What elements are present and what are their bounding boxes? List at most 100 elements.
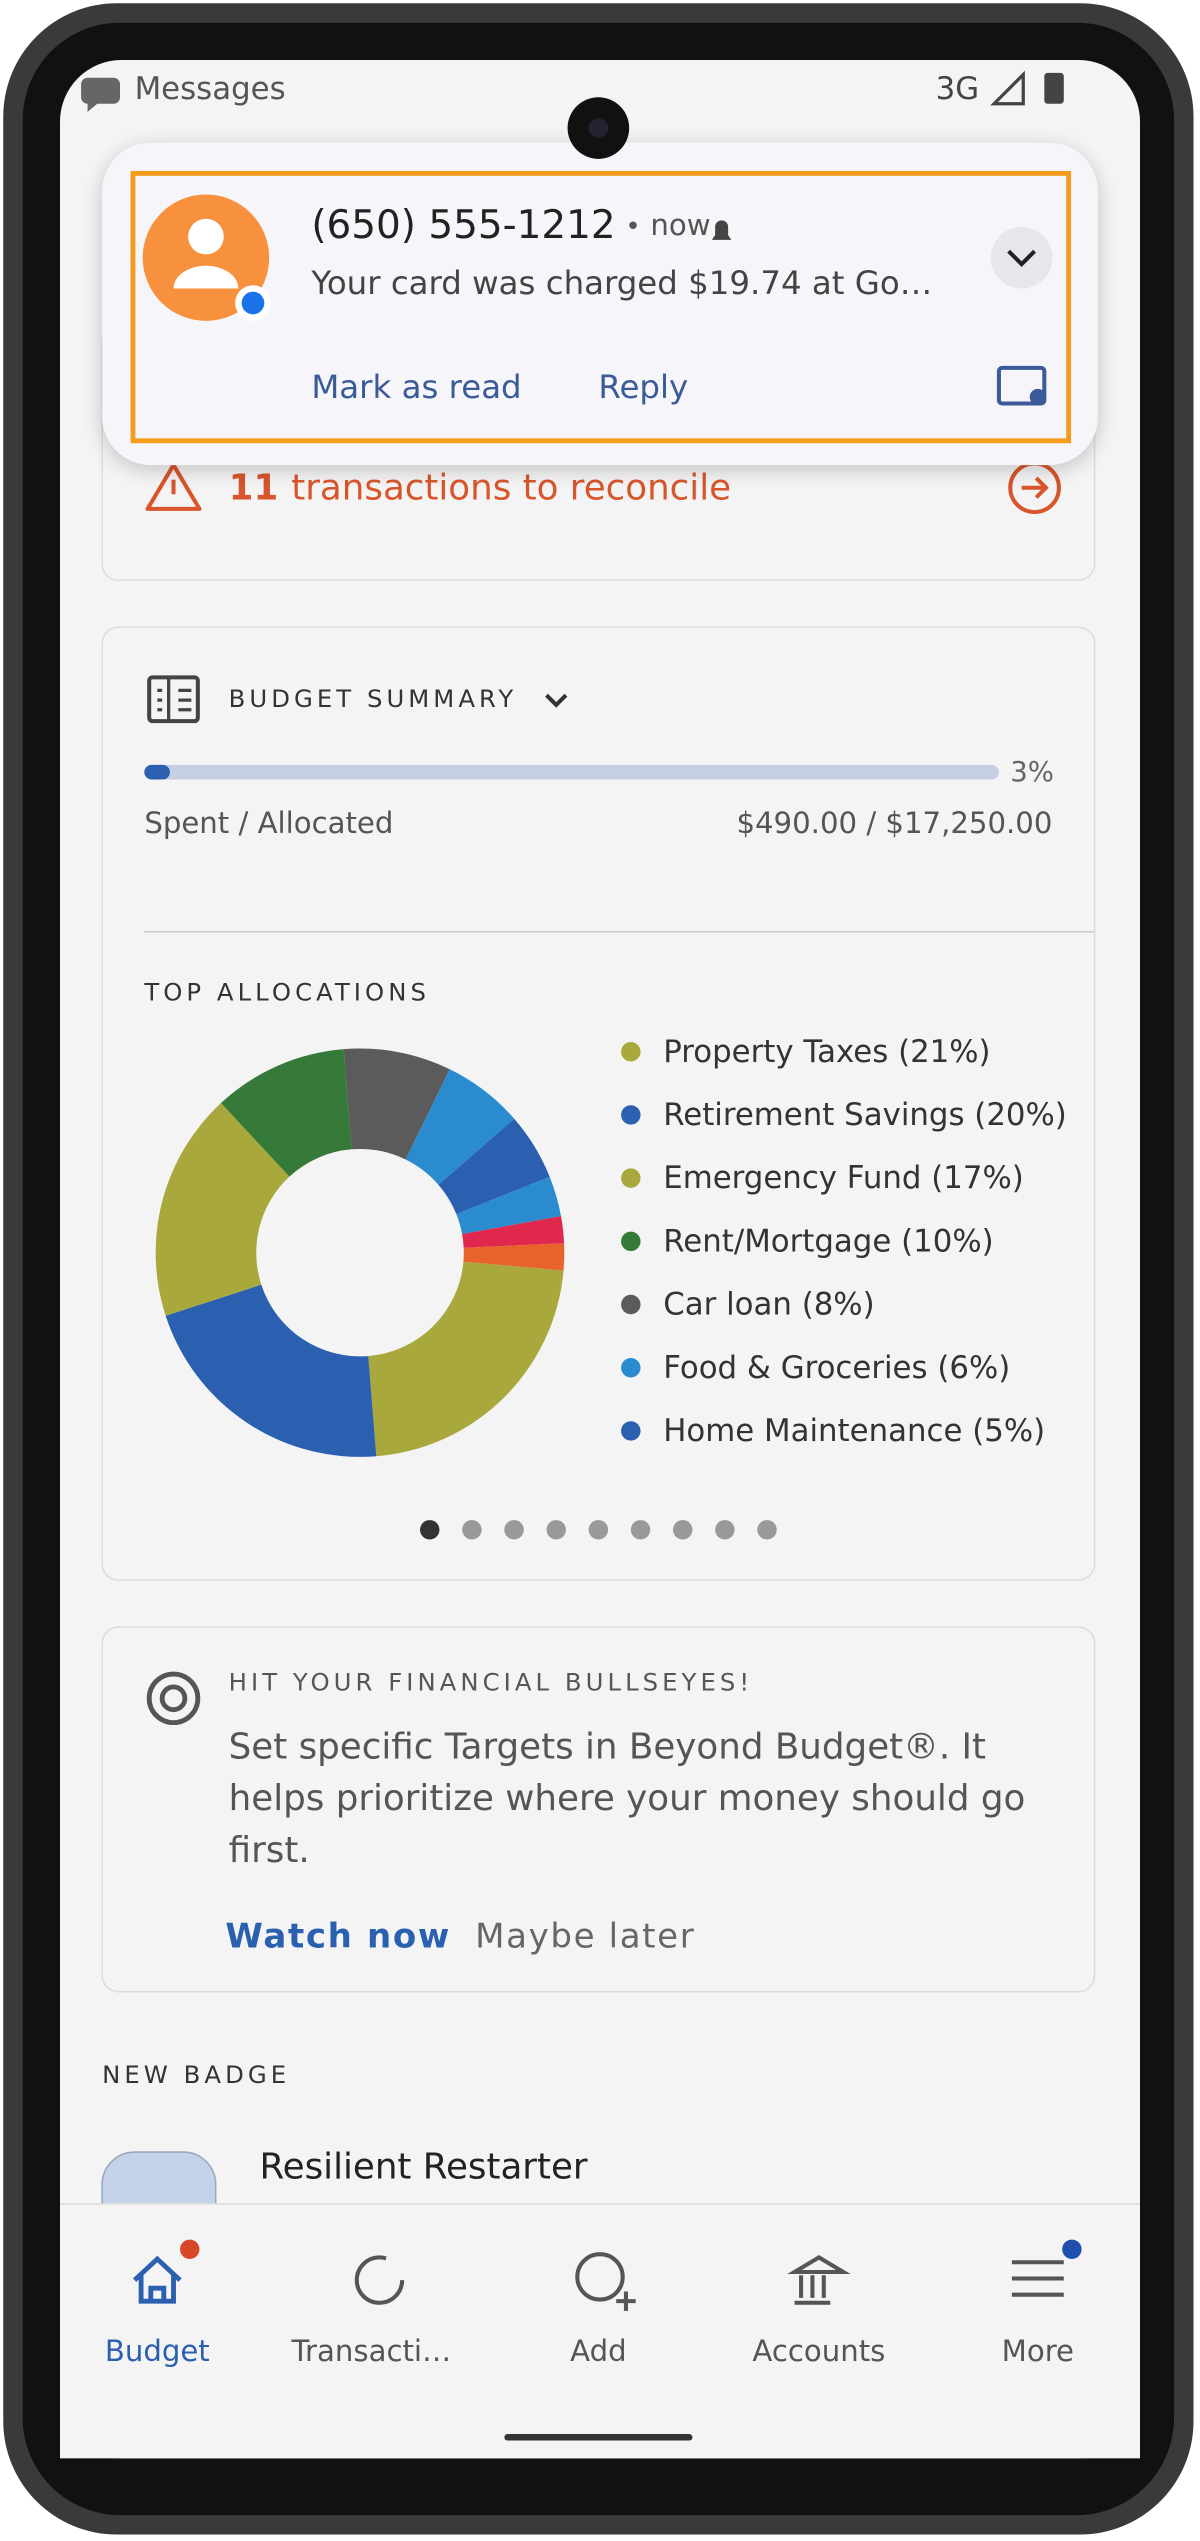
avatar — [142, 194, 270, 321]
arrow-glyph — [1021, 476, 1049, 499]
nav-bar — [60, 2203, 1140, 2459]
dropdown[interactable] — [545, 693, 568, 708]
nav-icon-plus — [616, 2291, 636, 2311]
home-indicator — [504, 2434, 693, 2441]
maybe-later[interactable]: Maybe later — [475, 1917, 695, 1957]
expand-button[interactable] — [990, 226, 1053, 289]
bubble-dot — [1029, 388, 1046, 406]
pager — [420, 1520, 777, 1540]
time: now — [650, 208, 710, 242]
legend-label: Rent/Mortgage (10%) — [663, 1223, 993, 1259]
donut-slice — [456, 1176, 562, 1235]
legend-label: Car loan (8%) — [663, 1287, 874, 1323]
nav-icon-accounts[interactable] — [787, 2255, 851, 2305]
bubble-icon[interactable] — [996, 365, 1047, 406]
signal-icon — [990, 70, 1025, 106]
donut-slice — [343, 1048, 450, 1160]
new-badge-title: NEW BADGE — [102, 2060, 290, 2089]
nav-badge — [180, 2239, 200, 2260]
action-reply[interactable]: Reply — [598, 368, 688, 406]
nav-icon-transactions[interactable] — [354, 2255, 405, 2305]
page-dot[interactable] — [588, 1520, 609, 1540]
separator: • — [625, 211, 640, 241]
donut-chart — [155, 1048, 565, 1457]
status-network: 3G — [936, 71, 979, 107]
budget-title: BUDGET SUMMARY — [229, 684, 518, 713]
progress-fill — [144, 764, 170, 780]
legend-label: Food & Groceries (6%) — [663, 1350, 1010, 1386]
reconcile-text: 11 transactions to reconcile — [229, 467, 731, 508]
legend-dot — [621, 1231, 641, 1252]
page-dot[interactable] — [757, 1520, 777, 1540]
nav-icon-add[interactable] — [575, 2252, 625, 2302]
legend-label: Property Taxes (21%) — [663, 1034, 990, 1070]
donut-slice — [463, 1243, 565, 1271]
legend-dot — [621, 1421, 641, 1441]
progress-label: 3% — [1010, 756, 1054, 788]
page-dot[interactable] — [672, 1520, 693, 1540]
nav-badge — [1062, 2239, 1082, 2260]
nav-icon-budget[interactable] — [132, 2255, 182, 2304]
page-dot[interactable] — [546, 1520, 566, 1540]
amounts: $490.00 / $17,250.00 — [736, 806, 1052, 840]
summary-icon — [147, 675, 200, 724]
progress-track — [144, 764, 999, 780]
legend-dot — [621, 1105, 641, 1125]
donut-slice — [405, 1069, 515, 1185]
bullseye-text: Set specific Targets in Beyond Budget®. … — [228, 1727, 1026, 1872]
nav-label[interactable]: More — [1002, 2334, 1074, 2368]
notification-sender: (650) 555-1212 • now — [311, 202, 710, 247]
notification-message: Your card was charged $19.74 at Go… — [310, 264, 932, 302]
donut-slice — [438, 1118, 550, 1215]
nav-label[interactable]: Transacti… — [291, 2334, 452, 2368]
watch-now[interactable]: Watch now — [225, 1917, 451, 1957]
nav-label[interactable]: Add — [570, 2334, 626, 2368]
reconcile-label: transactions to reconcile — [291, 467, 731, 508]
nav-label[interactable]: Accounts — [752, 2334, 885, 2368]
target-icon — [146, 1671, 201, 1726]
legend-dot — [621, 1168, 641, 1188]
nav-label[interactable]: Budget — [105, 2334, 210, 2368]
legend: Property Taxes (21%) Retirement Savings (… — [621, 1034, 1067, 1449]
status-app: Messages — [135, 71, 286, 107]
summary-icon-lines — [157, 677, 192, 722]
action-mark-read[interactable]: Mark as read — [311, 368, 521, 406]
highlight-box — [130, 170, 1072, 444]
legend-dot — [621, 1294, 641, 1315]
spent-label: Spent / Allocated — [144, 806, 393, 840]
chevron — [1007, 249, 1037, 268]
page-dot[interactable] — [504, 1520, 524, 1540]
avatar-head — [188, 218, 224, 255]
bell-icon — [711, 220, 732, 240]
legend-label: Home Maintenance (5%) — [663, 1413, 1045, 1449]
allocations-title: TOP ALLOCATIONS — [143, 977, 430, 1006]
avatar-body — [173, 265, 239, 289]
budget-card — [101, 626, 1096, 1581]
bullseye-title: HIT YOUR FINANCIAL BULLSEYES! — [229, 1668, 754, 1697]
notification-card[interactable] — [102, 142, 1098, 466]
donut-slice — [220, 1049, 352, 1177]
donut-slice — [462, 1216, 565, 1248]
target-inner — [159, 1684, 188, 1713]
page-dot[interactable] — [715, 1520, 735, 1540]
bullseye-card — [101, 1626, 1096, 1993]
nav-icon-more[interactable] — [1011, 2260, 1064, 2297]
reconcile-count: 11 — [229, 467, 279, 508]
badge-icon — [241, 291, 265, 315]
page-dot[interactable] — [462, 1520, 482, 1540]
donut-slice — [155, 1103, 290, 1316]
legend-dot — [621, 1358, 641, 1378]
legend-dot — [621, 1042, 641, 1062]
donut-slice — [165, 1284, 377, 1457]
messages-icon — [81, 77, 120, 112]
battery-icon — [1044, 72, 1064, 104]
page-dot[interactable] — [420, 1520, 440, 1540]
page-dot[interactable] — [630, 1520, 651, 1540]
legend-label: Retirement Savings (20%) — [663, 1097, 1067, 1133]
badge-name: Resilient Restarter — [259, 2146, 587, 2187]
sender: (650) 555-1212 — [311, 202, 615, 247]
bullseye-text-box: Set specific Targets in Beyond Budget®. … — [228, 1727, 1026, 1872]
camera-lens — [588, 118, 609, 138]
